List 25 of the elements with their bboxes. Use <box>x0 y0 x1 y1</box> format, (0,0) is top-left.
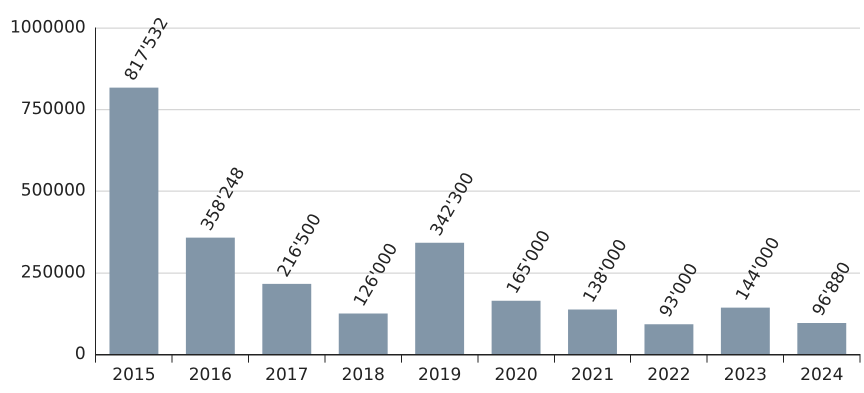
x-tick-label: 2016 <box>188 365 232 386</box>
bar <box>338 313 388 354</box>
y-tick-label: 0 <box>74 344 86 364</box>
bar <box>415 242 464 354</box>
x-tick-label: 2015 <box>112 365 156 386</box>
bar <box>492 300 541 354</box>
bar <box>720 308 770 354</box>
y-tick-label: 250000 <box>20 262 86 282</box>
x-tick-label: 2021 <box>570 365 614 386</box>
x-tick-label: 2022 <box>647 365 691 386</box>
bar <box>186 238 235 354</box>
bar <box>797 322 846 354</box>
x-tick-label: 2017 <box>265 365 308 386</box>
y-tick-label: 750000 <box>20 99 86 120</box>
bar <box>644 324 694 354</box>
bar <box>568 310 617 354</box>
x-tick-label: 2023 <box>724 365 767 386</box>
x-tick-label: 2024 <box>800 365 844 386</box>
x-tick-label: 2018 <box>342 365 385 386</box>
bar <box>109 88 158 354</box>
bar <box>262 284 312 354</box>
x-tick-label: 2020 <box>494 365 538 386</box>
y-tick-label: 1000000 <box>10 17 86 38</box>
y-tick-label: 500000 <box>20 180 86 201</box>
x-tick-label: 2019 <box>418 365 462 386</box>
